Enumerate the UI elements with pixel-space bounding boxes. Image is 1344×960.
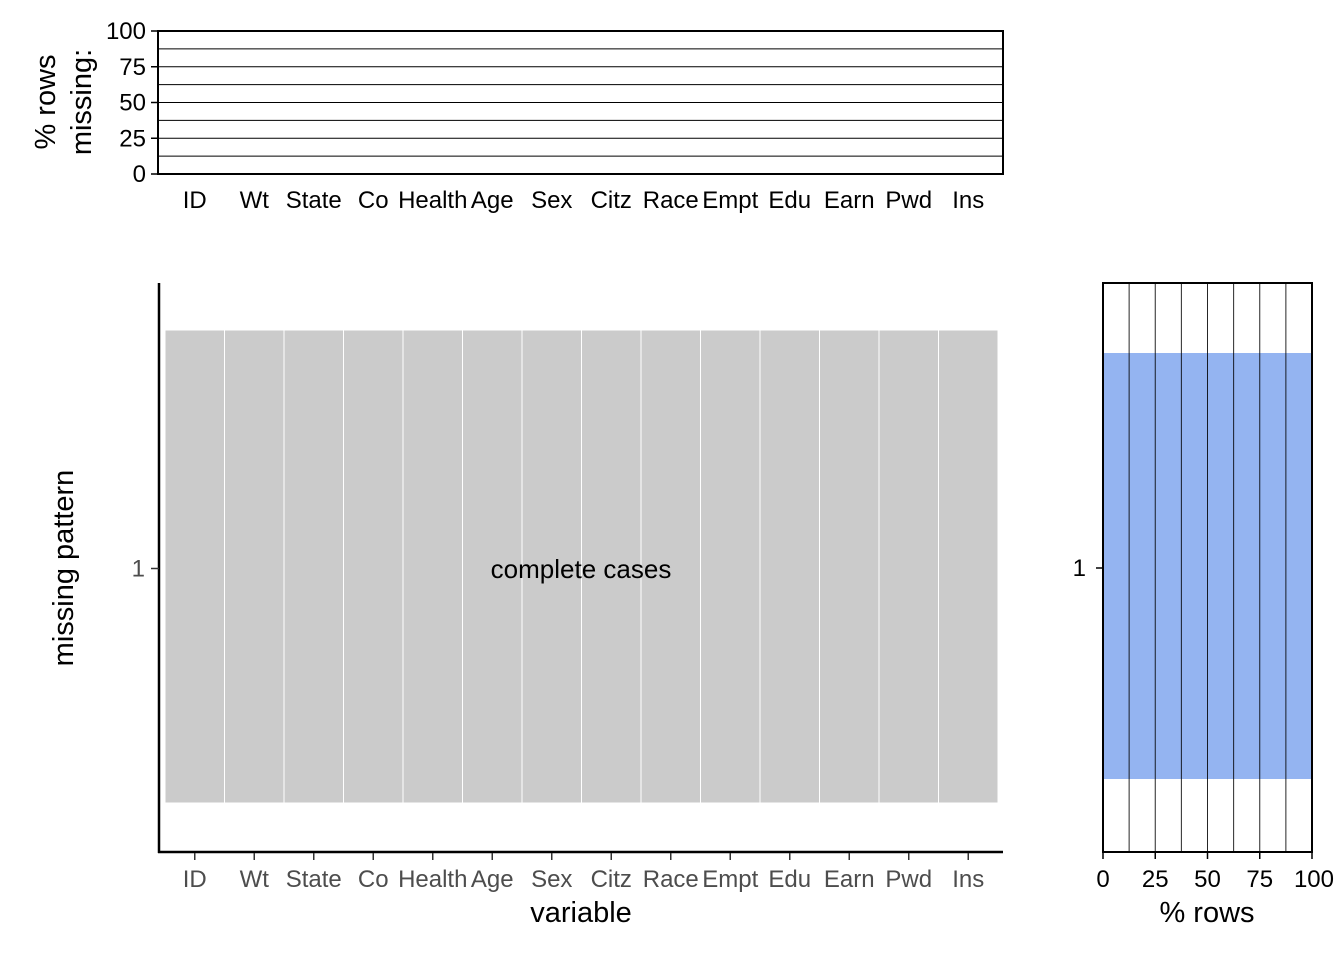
main-x-tick-label: Citz bbox=[591, 866, 632, 893]
top-x-tick-label: Ins bbox=[952, 187, 984, 214]
tile-id bbox=[164, 329, 225, 804]
main-y-tick-label: 1 bbox=[132, 556, 145, 583]
main-x-axis-title: variable bbox=[530, 897, 632, 929]
top-y-tick-label: 25 bbox=[119, 125, 146, 152]
top-x-tick-label: State bbox=[286, 187, 342, 214]
top-y-tick-label: 75 bbox=[119, 54, 146, 81]
tile-empt bbox=[700, 329, 761, 804]
main-x-tick-label: Sex bbox=[531, 866, 572, 893]
top-y-tick-label: 0 bbox=[133, 161, 146, 188]
top-x-ticks: ID Wt State Co Health Age Sex Citz Race Empt Edu Ea… bbox=[183, 187, 985, 214]
tile-health bbox=[402, 329, 463, 804]
tile-state bbox=[283, 329, 344, 804]
main-x-tick-label: Wt bbox=[240, 866, 270, 893]
main-x-tick-label: Health bbox=[398, 866, 467, 893]
top-y-axis-title-line2: missing: bbox=[66, 49, 98, 155]
top-y-ticks: 0 25 50 75 100 bbox=[106, 18, 158, 188]
main-x-tick-label: Co bbox=[358, 866, 389, 893]
main-y-ticks: 1 bbox=[132, 556, 159, 583]
right-y-ticks: 1 bbox=[1073, 555, 1103, 582]
right-x-tick-label: 0 bbox=[1096, 866, 1109, 893]
main-y-axis-title: missing pattern bbox=[48, 470, 80, 667]
main-x-tick-label: ID bbox=[183, 866, 207, 893]
top-x-tick-label: Co bbox=[358, 187, 389, 214]
tile-earn bbox=[819, 329, 880, 804]
right-x-tick-label: 50 bbox=[1194, 866, 1221, 893]
right-y-tick-label: 1 bbox=[1073, 555, 1086, 582]
main-x-tick-label: Race bbox=[643, 866, 699, 893]
right-x-ticks: 0 25 50 75 100 bbox=[1096, 852, 1334, 893]
top-y-tick-label: 100 bbox=[106, 18, 146, 45]
top-x-tick-label: Earn bbox=[824, 187, 875, 214]
main-x-tick-label: Pwd bbox=[885, 866, 932, 893]
main-x-tick-label: Earn bbox=[824, 866, 875, 893]
main-x-tick-label: Edu bbox=[768, 866, 811, 893]
top-grid bbox=[158, 30, 1003, 175]
top-x-tick-label: Wt bbox=[240, 187, 270, 214]
top-x-tick-label: Health bbox=[398, 187, 467, 214]
right-x-tick-label: 100 bbox=[1294, 866, 1334, 893]
tile-wt bbox=[224, 329, 285, 804]
right-x-tick-label: 25 bbox=[1142, 866, 1169, 893]
tile-citz bbox=[581, 329, 642, 804]
tile-ins bbox=[938, 329, 999, 804]
main-x-tick-label: Empt bbox=[702, 866, 758, 893]
top-x-tick-label: Age bbox=[471, 187, 514, 214]
complete-cases-label: complete cases bbox=[491, 554, 672, 584]
top-x-tick-label: ID bbox=[183, 187, 207, 214]
top-y-tick-label: 50 bbox=[119, 90, 146, 117]
main-x-ticks: ID Wt State Co Health Age Sex Citz Race Empt Edu Ea… bbox=[183, 853, 984, 893]
top-x-tick-label: Empt bbox=[702, 187, 758, 214]
top-x-tick-label: Citz bbox=[591, 187, 632, 214]
top-x-tick-label: Sex bbox=[531, 187, 572, 214]
right-x-axis-title: % rows bbox=[1159, 897, 1254, 929]
top-panel: 0 25 50 75 100 ID Wt State Co Health Age Sex Citz Ra… bbox=[30, 18, 1004, 214]
top-x-tick-label: Race bbox=[643, 187, 699, 214]
main-x-tick-label: Ins bbox=[952, 866, 984, 893]
pattern-tiles bbox=[164, 329, 999, 804]
top-y-axis-title-line1: % rows bbox=[30, 54, 62, 149]
tile-edu bbox=[759, 329, 820, 804]
right-x-tick-label: 75 bbox=[1246, 866, 1273, 893]
main-panel: 1 ID Wt State Co Health Age Sex Citz Race Empt Edu… bbox=[48, 283, 1003, 929]
main-x-tick-label: Age bbox=[471, 866, 514, 893]
tile-co bbox=[343, 329, 404, 804]
tile-pwd bbox=[878, 329, 939, 804]
right-panel: 1 0 25 50 75 100 % rows bbox=[1073, 282, 1334, 929]
top-x-tick-label: Pwd bbox=[885, 187, 932, 214]
tile-age bbox=[462, 329, 523, 804]
tile-race bbox=[640, 329, 701, 804]
main-x-tick-label: State bbox=[286, 866, 342, 893]
top-x-tick-label: Edu bbox=[768, 187, 811, 214]
